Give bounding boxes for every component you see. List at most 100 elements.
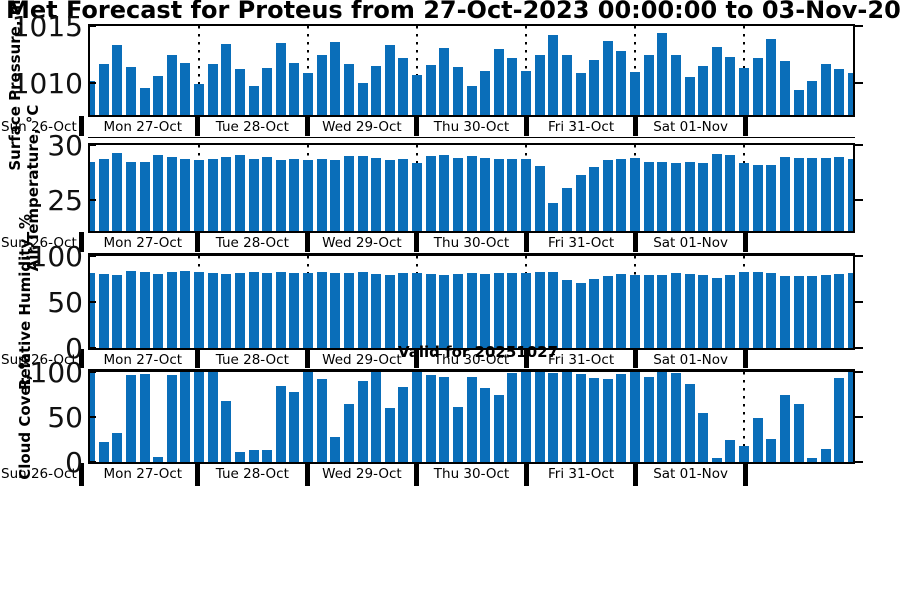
forecast-bar	[112, 275, 123, 348]
forecast-bar	[316, 271, 327, 348]
forecast-bar	[289, 159, 300, 231]
forecast-bar	[793, 404, 804, 462]
day-label: Wed 29-Oct	[322, 466, 402, 482]
forecast-bar	[834, 69, 845, 115]
forecast-bar	[98, 63, 109, 115]
forecast-bar	[848, 72, 853, 115]
figure-title: Met Forecast for Proteus from 27-Oct-202…	[6, 0, 900, 24]
forecast-bar	[630, 372, 640, 462]
forecast-bar	[534, 271, 545, 348]
forecast-bar	[452, 67, 463, 115]
day-boundary-tick	[523, 463, 529, 486]
forecast-bar	[153, 154, 164, 231]
forecast-bar	[112, 433, 123, 462]
forecast-bar	[698, 65, 709, 115]
forecast-bar	[725, 275, 736, 348]
forecast-bar	[180, 62, 191, 115]
day-label: Tue 28-Oct	[215, 119, 289, 135]
forecast-bar	[521, 159, 531, 231]
forecast-bar	[194, 271, 204, 348]
forecast-bar	[493, 395, 504, 462]
forecast-bar	[194, 372, 204, 462]
forecast-bar	[589, 279, 600, 348]
forecast-bar	[534, 372, 545, 462]
day-boundary-tick	[195, 349, 201, 368]
forecast-bar	[657, 161, 668, 231]
forecast-bar	[452, 274, 463, 348]
y-tick-mark-right	[855, 82, 863, 85]
y-tick-label: 100	[29, 240, 83, 273]
forecast-bar	[425, 156, 436, 231]
day-label: Fri 31-Oct	[547, 235, 615, 251]
forecast-bar	[521, 70, 531, 115]
forecast-bar	[657, 32, 668, 115]
forecast-bar	[398, 159, 409, 231]
forecast-bar	[384, 275, 395, 348]
forecast-bar	[670, 54, 681, 115]
forecast-bar	[752, 417, 763, 462]
forecast-bar	[125, 374, 136, 462]
forecast-bar	[698, 412, 709, 462]
forecast-bar	[793, 276, 804, 348]
forecast-bar	[834, 378, 845, 462]
forecast-bar	[316, 379, 327, 462]
forecast-bar	[371, 158, 382, 231]
forecast-bar	[834, 274, 845, 348]
day-label: Tue 28-Oct	[215, 235, 289, 251]
forecast-bar	[452, 158, 463, 231]
forecast-bar	[371, 274, 382, 348]
forecast-bar	[820, 158, 831, 231]
forecast-bar	[425, 64, 436, 115]
forecast-bar	[371, 372, 382, 462]
forecast-bar	[507, 272, 518, 348]
forecast-bar	[90, 80, 95, 115]
day-label: Fri 31-Oct	[547, 352, 615, 368]
y-tick-mark-left	[88, 301, 96, 303]
forecast-bar	[779, 61, 790, 115]
forecast-bar	[303, 160, 313, 231]
forecast-bar	[439, 47, 450, 115]
day-boundary-tick	[414, 349, 420, 368]
forecast-bar	[711, 46, 722, 115]
forecast-bar	[807, 158, 818, 231]
forecast-bar	[725, 439, 736, 462]
forecast-bar	[343, 272, 354, 348]
y-tick-mark-left	[88, 25, 96, 27]
day-boundary-tick	[742, 232, 748, 252]
y-tick-label: 50	[47, 401, 83, 434]
forecast-bar	[262, 157, 273, 231]
forecast-bar	[262, 450, 273, 462]
forecast-bar	[412, 75, 422, 115]
forecast-bar	[698, 275, 709, 348]
band-bottom-line	[88, 368, 855, 370]
forecast-bar	[398, 57, 409, 115]
day-label: Tue 28-Oct	[215, 352, 289, 368]
forecast-bar	[384, 160, 395, 231]
forecast-bar	[848, 273, 853, 348]
forecast-bar	[357, 381, 368, 462]
day-boundary-tick	[304, 463, 310, 486]
forecast-bar	[711, 153, 722, 231]
day-label: Wed 29-Oct	[322, 235, 402, 251]
day-boundary-tick	[742, 349, 748, 368]
day-boundary-tick	[78, 116, 84, 136]
forecast-bar	[548, 203, 559, 231]
y-axis-label: Cloud Cover, %	[16, 354, 34, 480]
forecast-bar	[207, 159, 218, 231]
day-label: Thu 30-Oct	[433, 235, 510, 251]
day-boundary-tick	[523, 116, 529, 136]
forecast-bar	[180, 159, 191, 231]
forecast-bar	[357, 271, 368, 348]
forecast-bar	[194, 160, 204, 231]
forecast-bar	[534, 165, 545, 231]
day-boundary-tick	[742, 116, 748, 136]
y-tick-mark-left	[88, 461, 96, 463]
forecast-bar	[153, 456, 164, 462]
forecast-bar	[452, 407, 463, 462]
forecast-bar	[725, 154, 736, 231]
forecast-bar	[180, 270, 191, 348]
forecast-bar	[698, 162, 709, 231]
forecast-bar	[779, 395, 790, 462]
forecast-bar	[561, 54, 572, 115]
forecast-bar	[466, 377, 477, 462]
